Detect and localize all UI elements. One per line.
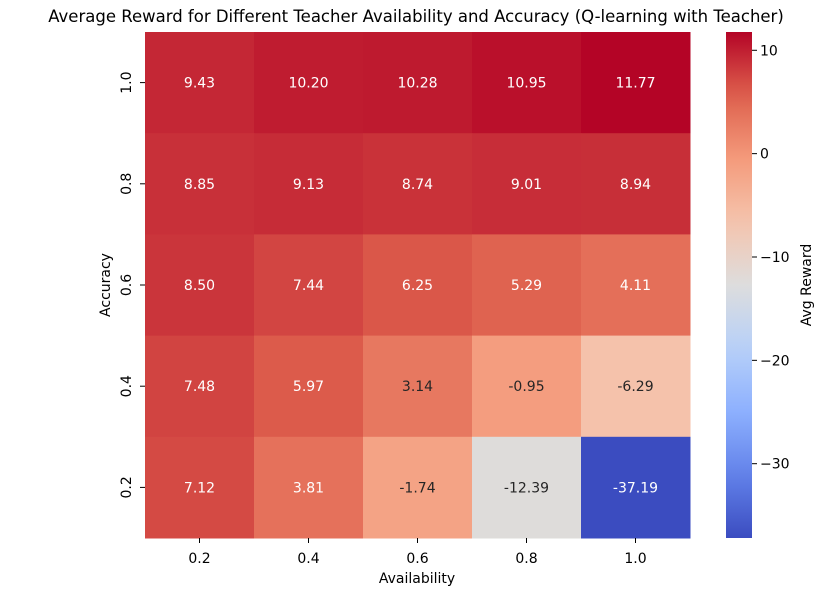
heatmap-cell <box>581 335 691 438</box>
x-tick-label: 0.6 <box>406 551 428 567</box>
x-axis-label: Availability <box>379 571 455 587</box>
heatmap-cell <box>472 335 582 438</box>
heatmap-cells <box>145 32 691 539</box>
y-tick-label: 0.2 <box>119 476 135 498</box>
heatmap-cell <box>254 133 364 235</box>
heatmap-cell <box>254 436 364 539</box>
cell-value-label: 7.44 <box>293 278 324 294</box>
colorbar-tick-label: 0 <box>760 147 769 163</box>
y-tick-label: 0.4 <box>119 375 135 397</box>
heatmap-cell <box>145 436 255 539</box>
cell-value-label: 5.97 <box>293 379 324 395</box>
heatmap-cell <box>581 32 691 134</box>
heatmap-cell <box>363 133 473 235</box>
cell-value-label: 7.12 <box>184 480 215 496</box>
cell-value-label: -1.74 <box>399 480 435 496</box>
heatmap-cell <box>254 335 364 438</box>
colorbar-gradient <box>726 32 752 538</box>
x-tick-label: 0.2 <box>188 551 210 567</box>
cell-value-label: 8.50 <box>184 278 215 294</box>
heatmap-cell <box>581 234 691 337</box>
x-tick-label: 0.4 <box>297 551 319 567</box>
cell-value-label: 3.14 <box>402 379 433 395</box>
x-tick-label: 1.0 <box>624 551 646 567</box>
heatmap-cell <box>581 436 691 539</box>
cell-value-label: 8.85 <box>184 177 215 193</box>
cell-value-label: 10.95 <box>506 76 546 92</box>
heatmap-cell <box>363 335 473 438</box>
chart-title: Average Reward for Different Teacher Ava… <box>48 7 784 26</box>
heatmap-cell <box>145 234 255 337</box>
colorbar-label: Avg Reward <box>799 244 815 327</box>
heatmap-cell <box>363 234 473 337</box>
cell-value-label: 8.74 <box>402 177 433 193</box>
y-tick-label: 0.8 <box>119 173 135 195</box>
cell-value-label: -12.39 <box>504 480 549 496</box>
cell-value-label: -6.29 <box>617 379 653 395</box>
y-axis-label: Accuracy <box>98 253 114 317</box>
heatmap-cell <box>472 234 582 337</box>
cell-value-label: 10.20 <box>288 76 328 92</box>
y-tick-label: 1.0 <box>119 71 135 93</box>
y-axis: 1.0 0.8 0.6 0.4 0.2 <box>119 71 145 499</box>
colorbar-tick-label: −30 <box>760 457 790 473</box>
cell-value-label: 4.11 <box>620 278 651 294</box>
heatmap-cell <box>145 133 255 235</box>
cell-value-label: 5.29 <box>511 278 542 294</box>
cell-value-labels: 9.43 10.20 10.28 10.95 11.77 8.85 9.13 8.74 9.01… <box>184 76 658 497</box>
heatmap-cell <box>472 133 582 235</box>
x-tick-label: 0.8 <box>515 551 537 567</box>
heatmap-cell <box>145 32 255 134</box>
heatmap-cell <box>581 133 691 235</box>
colorbar-tick-label: 10 <box>760 43 778 59</box>
heatmap-cell <box>145 335 255 438</box>
cell-value-label: 3.81 <box>293 480 324 496</box>
heatmap-cell <box>254 32 364 134</box>
cell-value-label: 9.43 <box>184 76 215 92</box>
y-tick-label: 0.6 <box>119 274 135 296</box>
cell-value-label: 10.28 <box>397 76 437 92</box>
heatmap-cell <box>472 32 582 134</box>
cell-value-label: 9.13 <box>293 177 324 193</box>
cell-value-label: -37.19 <box>613 480 658 496</box>
cell-value-label: 9.01 <box>511 177 542 193</box>
cell-value-label: 11.77 <box>615 76 655 92</box>
cell-value-label: -0.95 <box>508 379 544 395</box>
colorbar-ticks: 10 0 −10 −20 −30 <box>752 43 790 473</box>
colorbar-tick-label: −20 <box>760 353 790 369</box>
cell-value-label: 8.94 <box>620 177 651 193</box>
cell-value-label: 6.25 <box>402 278 433 294</box>
cell-value-label: 7.48 <box>184 379 215 395</box>
heatmap-cell <box>472 436 582 539</box>
colorbar <box>726 32 752 538</box>
heatmap-cell <box>363 32 473 134</box>
colorbar-tick-label: −10 <box>760 250 790 266</box>
heatmap-cell <box>254 234 364 337</box>
heatmap-cell <box>363 436 473 539</box>
x-axis: 0.2 0.4 0.6 0.8 1.0 <box>188 538 647 567</box>
